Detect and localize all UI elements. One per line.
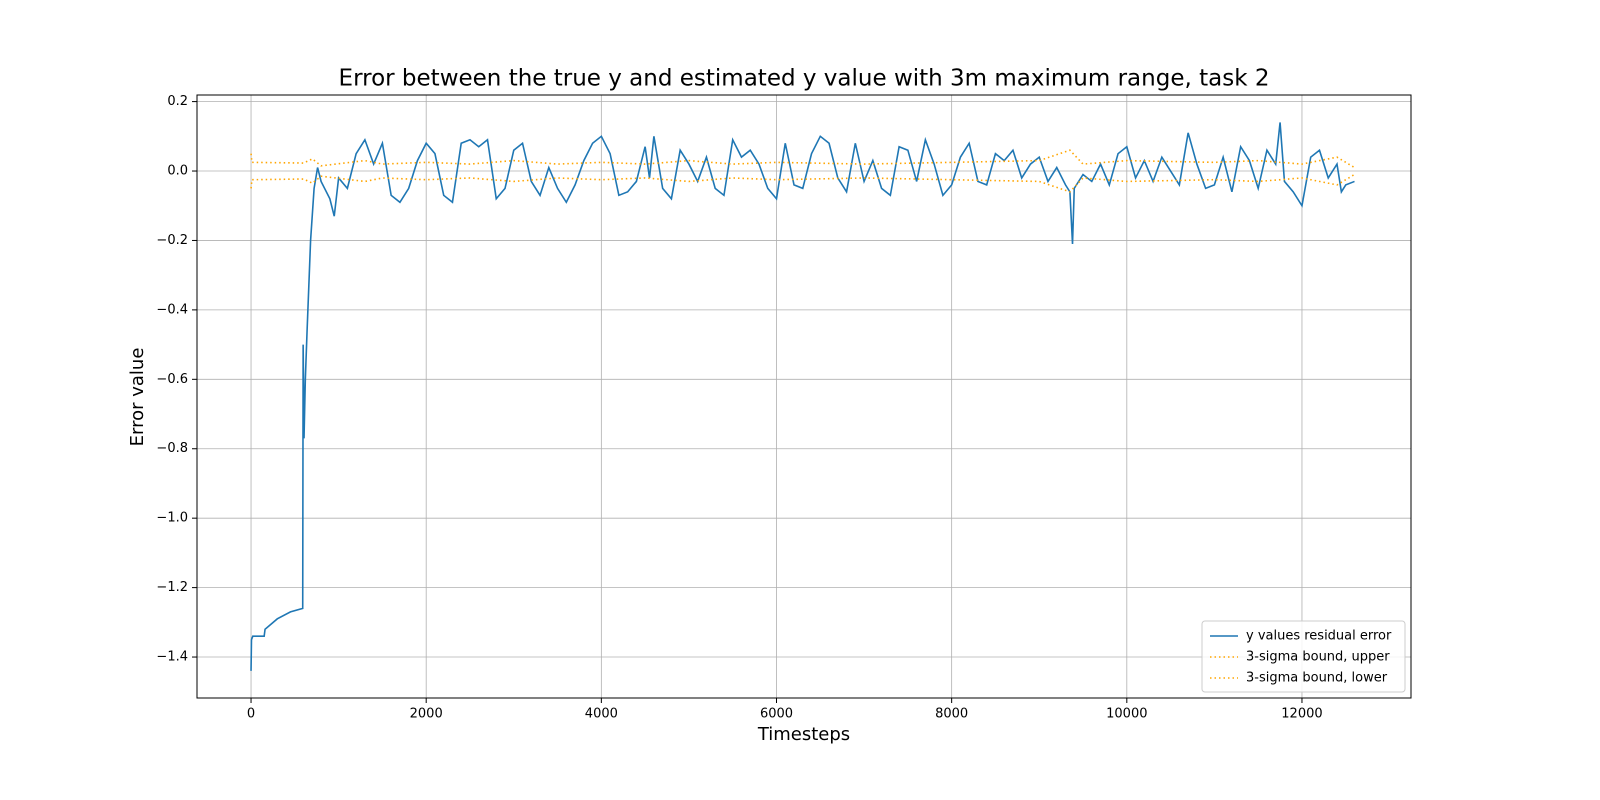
legend-label: 3-sigma bound, lower: [1246, 671, 1388, 686]
x-tick-label: 8000: [935, 707, 968, 722]
x-tick-label: 2000: [410, 707, 443, 722]
legend-label: 3-sigma bound, upper: [1246, 650, 1390, 665]
x-tick-label: 0: [247, 707, 255, 722]
legend-box: [1201, 620, 1406, 693]
x-tick-label: 4000: [585, 707, 618, 722]
y-tick-label: −0.4: [156, 302, 188, 317]
series-line: [250, 173, 1355, 193]
series-line: [250, 122, 1355, 671]
y-tick-label: −1.2: [156, 580, 188, 595]
y-tick-label: −1.0: [156, 511, 188, 526]
chart-title: Error between the true y and estimated y…: [339, 66, 1270, 92]
y-axis-label: Error value: [127, 348, 148, 447]
y-tick-label: −1.4: [156, 650, 188, 665]
y-tick-label: −0.8: [156, 441, 188, 456]
plot-frame: [196, 94, 1412, 699]
x-tick-label: 12000: [1281, 707, 1322, 722]
y-tick-label: 0.2: [167, 94, 188, 109]
x-tick-label: 6000: [760, 707, 793, 722]
y-tick-label: −0.2: [156, 233, 188, 248]
y-tick-label: 0.0: [167, 164, 188, 179]
legend-label: y values residual error: [1246, 629, 1392, 644]
series-line: [250, 149, 1355, 169]
x-tick-label: 10000: [1106, 707, 1147, 722]
y-tick-label: −0.6: [156, 372, 188, 387]
x-axis-label: Timesteps: [757, 724, 850, 745]
